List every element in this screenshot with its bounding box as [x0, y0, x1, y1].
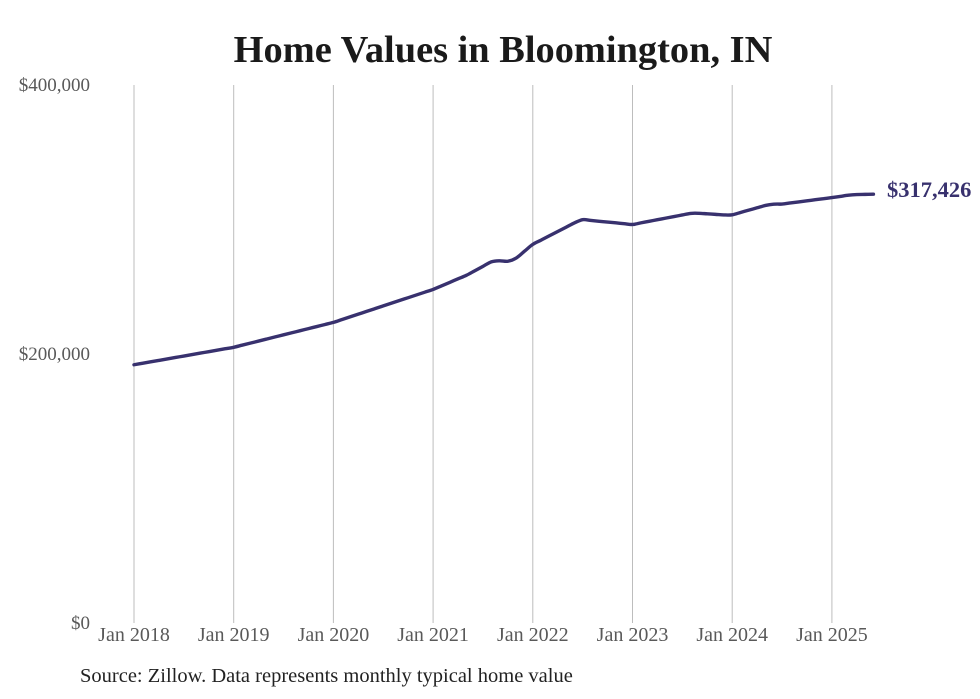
svg-text:Jan 2018: Jan 2018 [98, 624, 170, 646]
svg-text:Jan 2021: Jan 2021 [397, 624, 469, 646]
svg-text:Jan 2022: Jan 2022 [497, 624, 569, 646]
svg-text:Jan 2020: Jan 2020 [298, 624, 370, 646]
svg-text:$0: $0 [71, 613, 90, 634]
svg-text:Jan 2019: Jan 2019 [198, 624, 270, 646]
svg-text:Jan 2023: Jan 2023 [597, 624, 669, 646]
svg-text:Jan 2025: Jan 2025 [796, 624, 868, 646]
svg-text:Jan 2024: Jan 2024 [696, 624, 768, 646]
svg-text:$317,426: $317,426 [887, 177, 971, 202]
svg-text:$400,000: $400,000 [19, 75, 90, 96]
svg-text:$200,000: $200,000 [19, 344, 90, 365]
